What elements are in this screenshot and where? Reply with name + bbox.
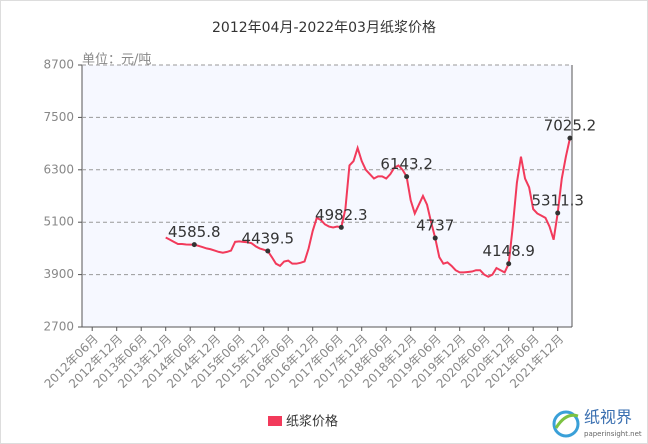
y-tick-label: 8700	[43, 58, 74, 72]
data-label: 4439.5	[242, 230, 295, 248]
data-label: 4148.9	[482, 242, 535, 260]
marker	[191, 242, 197, 248]
data-label: 7025.2	[544, 117, 597, 135]
y-tick-label: 2700	[43, 320, 74, 334]
logo: 纸视界 paperinsight.net	[552, 408, 642, 438]
chart-title: 2012年04月-2022年03月纸浆价格	[212, 20, 436, 36]
logo-icon	[552, 410, 580, 438]
legend-swatch	[268, 416, 282, 426]
y-axis-label: 单位：元/吨	[82, 53, 151, 68]
marker	[567, 135, 573, 141]
plot-area	[82, 65, 572, 327]
line	[165, 137, 571, 278]
y-tick-label: 5100	[43, 215, 74, 229]
marker	[338, 224, 344, 230]
y-tick-label: 3900	[43, 267, 74, 281]
data-label: 4585.8	[168, 223, 221, 241]
marker	[404, 174, 410, 180]
marker	[432, 235, 438, 241]
legend-label: 纸浆价格	[286, 414, 338, 430]
y-tick-label: 7500	[43, 110, 74, 124]
logo-icon	[554, 413, 579, 429]
y-tick-label: 6300	[43, 162, 74, 176]
marker	[506, 261, 512, 267]
marker	[555, 210, 561, 216]
data-label: 4982.3	[315, 206, 368, 224]
data-label: 6143.2	[380, 155, 433, 173]
marker	[265, 248, 271, 254]
data-label: 5311.3	[531, 191, 584, 209]
logo-name: 纸视界	[584, 408, 632, 427]
data-label: 4737	[416, 217, 454, 235]
logo-url: paperinsight.net	[584, 430, 642, 438]
